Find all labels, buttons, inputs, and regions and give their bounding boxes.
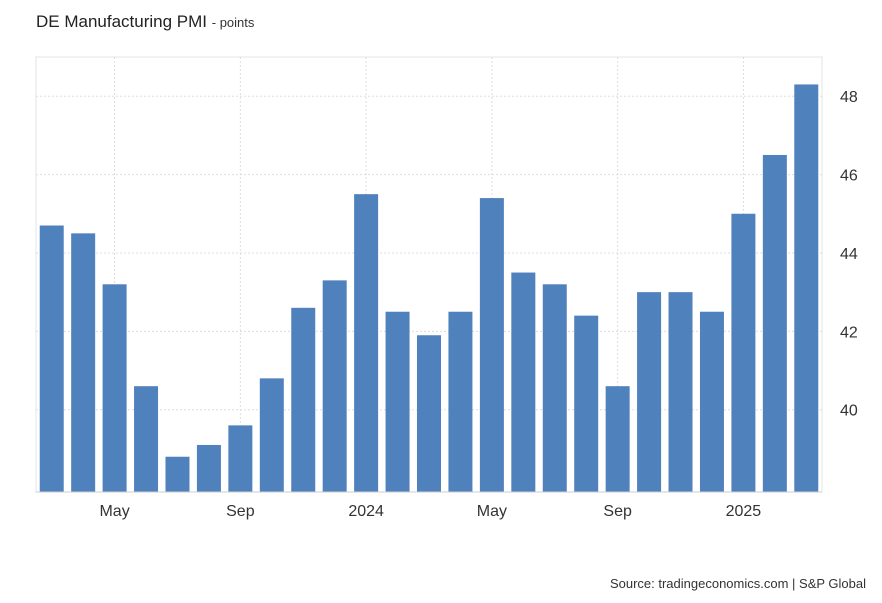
title-text: DE Manufacturing PMI [36,12,208,31]
y-tick-label: 42 [840,324,858,341]
x-tick-label: Sep [603,503,632,520]
x-tick-label: Sep [226,503,255,520]
chart-title: DE Manufacturing PMI - points [36,12,254,32]
y-tick-label: 48 [840,89,858,106]
bar [291,307,316,492]
bar [542,284,567,492]
bar [322,280,347,492]
bar [731,213,756,492]
bar [479,198,504,492]
y-tick-label: 40 [840,403,858,420]
bar [385,311,410,492]
bar [165,456,190,492]
bar [354,194,379,492]
bar [668,292,693,492]
x-tick-label: May [477,503,507,520]
bar [699,311,724,492]
x-tick-label: 2025 [726,503,762,520]
x-tick-label: 2024 [348,503,384,520]
unit-label: - points [211,15,255,30]
bar [605,386,630,492]
source-label: Source: tradingeconomics.com | S&P Globa… [609,576,866,591]
bar [511,272,536,492]
bar [259,378,284,492]
unit-text: points [219,15,255,30]
bar [228,425,253,492]
bar [448,311,473,492]
bar [39,225,64,492]
bar [794,84,819,492]
y-tick-label: 44 [840,246,858,263]
bar [71,233,96,492]
bar [102,284,127,492]
y-tick-label: 46 [840,168,858,185]
bar [574,315,599,492]
bar [134,386,159,492]
x-tick-label: May [99,503,129,520]
bar [417,335,441,492]
bar [637,292,662,492]
bar [762,154,787,493]
bar [196,444,221,492]
